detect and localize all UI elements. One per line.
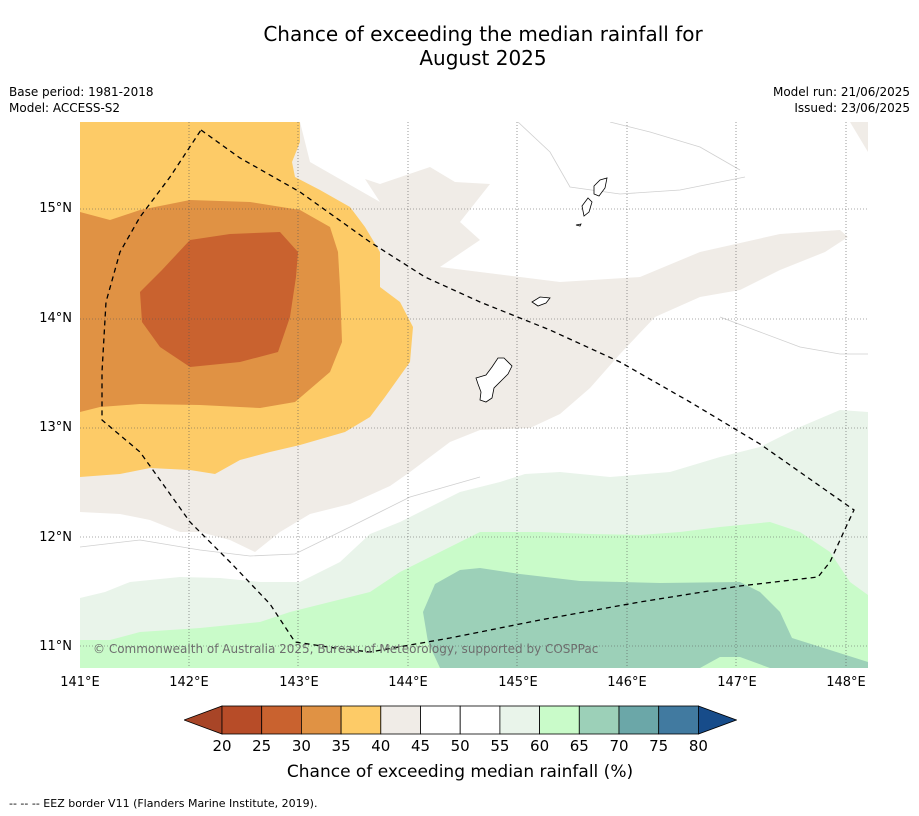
issued-date: Issued: 23/06/2025 bbox=[794, 101, 910, 115]
map-title: Chance of exceeding the median rainfall … bbox=[0, 22, 919, 70]
islands bbox=[475, 177, 608, 403]
meta-left: Base period: 1981-2018 Model: ACCESS-S2 bbox=[9, 84, 154, 116]
lon-label-144: 144°E bbox=[388, 675, 428, 690]
model-run: Model run: 21/06/2025 bbox=[772, 85, 910, 99]
map-area bbox=[80, 122, 868, 668]
colorbar-label: Chance of exceeding median rainfall (%) bbox=[286, 762, 634, 782]
colorbar bbox=[182, 705, 738, 735]
island-aguijan bbox=[575, 223, 582, 227]
colorbar-segment bbox=[658, 705, 699, 735]
lon-label-147: 147°E bbox=[717, 675, 757, 690]
colorbar-tick-label: 25 bbox=[252, 737, 272, 755]
lon-label-148: 148°E bbox=[826, 675, 866, 690]
colorbar-segment bbox=[380, 705, 421, 735]
colorbar-extend-high bbox=[698, 705, 738, 735]
contour-line bbox=[609, 122, 741, 171]
lat-label-13: 13°N bbox=[39, 420, 72, 435]
colorbar-tick-label: 50 bbox=[450, 737, 470, 755]
colorbar-tick-label: 20 bbox=[212, 737, 232, 755]
island-guam bbox=[475, 357, 513, 403]
island-saipan bbox=[593, 177, 608, 197]
lon-label-143: 143°E bbox=[279, 675, 319, 690]
colorbar-tick-label: 65 bbox=[569, 737, 589, 755]
colorbar-tick-label: 30 bbox=[291, 737, 311, 755]
map-svg bbox=[80, 122, 868, 668]
contour-line bbox=[517, 122, 746, 195]
title-line-2: August 2025 bbox=[419, 46, 547, 70]
lat-label-12: 12°N bbox=[39, 530, 72, 545]
colorbar-segment bbox=[618, 705, 660, 735]
colorbar-svg bbox=[182, 705, 738, 735]
lon-label-142: 142°E bbox=[169, 675, 209, 690]
colorbar-segment bbox=[301, 705, 342, 735]
lon-label-141: 141°E bbox=[60, 675, 100, 690]
colorbar-segment bbox=[499, 705, 540, 735]
lat-label-15: 15°N bbox=[39, 201, 72, 216]
colorbar-tick-label: 45 bbox=[410, 737, 431, 755]
band-65-70 bbox=[423, 568, 868, 668]
lon-label-146: 146°E bbox=[607, 675, 647, 690]
lat-label-11: 11°N bbox=[39, 639, 72, 654]
lon-label-145: 145°E bbox=[498, 675, 538, 690]
eez-border bbox=[101, 129, 855, 653]
colorbar-tick-label: 75 bbox=[649, 737, 669, 755]
colorbar-segment bbox=[420, 705, 461, 735]
contour-line bbox=[719, 316, 868, 355]
colorbar-tick-label: 60 bbox=[530, 737, 550, 755]
title-line-1: Chance of exceeding the median rainfall … bbox=[263, 22, 703, 46]
lat-label-14: 14°N bbox=[39, 311, 72, 326]
meta-right: Model run: 21/06/2025 Issued: 23/06/2025 bbox=[773, 84, 910, 116]
colorbar-tick-label: 70 bbox=[609, 737, 629, 755]
colorbar-segment bbox=[539, 705, 580, 735]
base-period: Base period: 1981-2018 bbox=[9, 85, 154, 99]
colorbar-tick-label: 35 bbox=[331, 737, 351, 755]
colorbar-tick-label: 55 bbox=[490, 737, 510, 755]
eez-legend: -- -- -- EEZ border V11 (Flanders Marine… bbox=[9, 797, 318, 810]
band-60-65-inner bbox=[700, 657, 770, 668]
island-rota bbox=[531, 296, 551, 307]
colorbar-segment bbox=[578, 705, 620, 735]
gridlines bbox=[80, 122, 868, 668]
colorbar-extend-low bbox=[182, 705, 223, 735]
contour-line bbox=[80, 476, 481, 557]
island-tinian bbox=[581, 197, 593, 217]
colorbar-segment bbox=[261, 705, 302, 735]
colorbar-segment bbox=[221, 705, 263, 735]
colorbar-segment bbox=[340, 705, 382, 735]
model-name: Model: ACCESS-S2 bbox=[9, 101, 121, 115]
colorbar-tick-label: 40 bbox=[371, 737, 391, 755]
band-25-30 bbox=[140, 232, 298, 367]
colorbar-tick-label: 80 bbox=[688, 737, 708, 755]
copyright-notice: © Commonwealth of Australia 2025, Bureau… bbox=[93, 642, 599, 656]
colorbar-segment bbox=[459, 705, 501, 735]
